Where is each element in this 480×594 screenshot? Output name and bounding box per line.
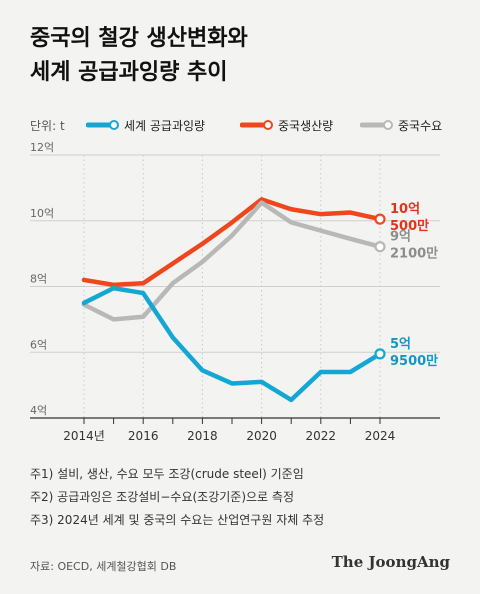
end-label-demand-line1: 9억: [390, 230, 411, 245]
end-label-production-line2: 500만: [390, 218, 429, 234]
x-tick-label: 2016: [128, 429, 159, 443]
series-line-demand: [81, 200, 383, 322]
x-tick-label: 2022: [306, 429, 337, 443]
y-tick-label: 4억: [30, 404, 47, 417]
legend-label-demand: 중국수요: [398, 118, 443, 133]
title-line-1: 중국의 철강 생산변화와: [30, 26, 248, 51]
series-line-production: [81, 197, 383, 288]
legend-swatch-demand: [360, 120, 393, 130]
y-tick-label: 10억: [30, 207, 54, 220]
x-tick-label: 2020: [246, 429, 277, 443]
legend-item-production: 중국생산량: [240, 116, 333, 134]
end-label-oversupply-line2: 9500만: [390, 353, 438, 369]
end-label-production-line1: 10억: [390, 202, 420, 217]
footnote-3: 주3) 2024년 세계 및 중국의 수요는 산업연구원 자체 추정: [30, 513, 325, 527]
legend-swatch-oversupply: [86, 120, 119, 130]
end-label-oversupply-line1: 5억: [390, 337, 411, 352]
title-line-2: 세계 공급과잉량 추이: [30, 60, 228, 85]
series-end-marker-demand: [374, 241, 386, 253]
legend-item-demand: 중국수요: [360, 116, 442, 134]
legend-row: 단위: t 세계 공급과잉량 중국생산량 중국수요: [30, 116, 450, 136]
y-tick-label: 12억: [30, 141, 54, 154]
footnote-2: 주2) 공급과잉은 조강설비−수요(조강기준)으로 측정: [30, 490, 294, 504]
y-tick-label: 6억: [30, 338, 47, 351]
x-tick-label: 2018: [187, 429, 218, 443]
footnotes: 주1) 설비, 생산, 수요 모두 조강(crude steel) 기준임 주2…: [30, 463, 324, 532]
line-chart: 12억 10억 8억 6억 4억 2014년 2016 2018 2020 2022 2024 10억…: [30, 141, 440, 443]
series-end-marker-production: [374, 213, 386, 225]
legend-item-oversupply: 세계 공급과잉량: [86, 116, 205, 134]
series-line-oversupply: [81, 285, 383, 403]
publisher-logo: The JoongAng: [331, 553, 450, 571]
chart-title: 중국의 철강 생산변화와 세계 공급과잉량 추이: [30, 22, 248, 90]
x-tick-label: 2014년: [63, 429, 105, 443]
legend-label-production: 중국생산량: [278, 118, 334, 133]
footnote-1: 주1) 설비, 생산, 수요 모두 조강(crude steel) 기준임: [30, 467, 304, 481]
end-label-demand-line2: 2100만: [390, 246, 438, 262]
series-end-marker-oversupply: [374, 348, 386, 360]
source-credit: 자료: OECD, 세계철강협회 DB: [30, 560, 177, 573]
y-tick-label: 8억: [30, 273, 47, 286]
legend-label-oversupply: 세계 공급과잉량: [124, 118, 206, 133]
unit-label: 단위: t: [30, 119, 65, 133]
legend-swatch-production: [240, 120, 273, 130]
x-tick-label: 2024: [365, 429, 396, 443]
